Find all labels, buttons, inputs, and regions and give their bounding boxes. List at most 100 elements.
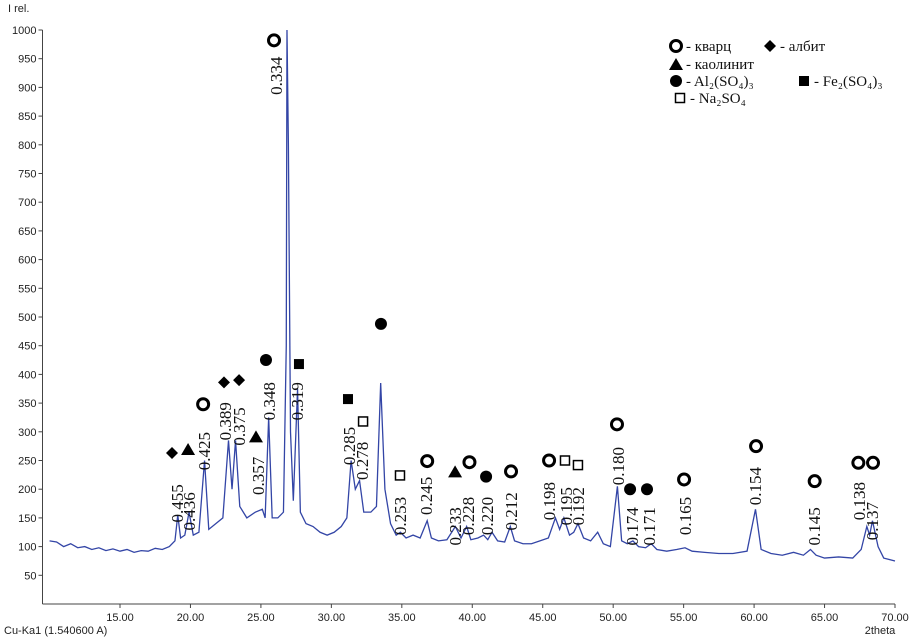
marker-circle — [670, 75, 682, 87]
y-tick-label: 300 — [18, 427, 36, 439]
x-tick-label: 50.00 — [599, 612, 627, 624]
marker-circle — [641, 483, 653, 496]
marker-ring — [267, 33, 282, 48]
marker-ring — [542, 453, 557, 468]
peak-label: 0.138 — [850, 482, 869, 520]
marker-ring — [669, 39, 683, 53]
peak-label: 0.154 — [746, 467, 765, 506]
y-axis-label: I rel. — [8, 3, 29, 15]
x-tick-label: 60.00 — [740, 612, 768, 624]
marker-open-square — [357, 416, 369, 427]
marker-ring — [807, 474, 822, 489]
x-tick-label: 15.00 — [106, 612, 134, 624]
marker-circle — [624, 483, 637, 496]
y-tick-label: 1000 — [12, 25, 36, 37]
y-tick-label: 700 — [18, 197, 36, 209]
data-line — [49, 29, 896, 562]
y-tick-label: 50 — [24, 570, 36, 582]
marker-open-square — [394, 470, 406, 481]
x-tick-label: 35.00 — [388, 612, 416, 624]
x-tick-label: 70.00 — [881, 612, 909, 624]
y-tick-label: 550 — [18, 283, 36, 295]
marker-ring — [504, 464, 519, 479]
y-tick-label: 900 — [18, 82, 36, 94]
peak-label: 0.285 — [340, 427, 359, 465]
y-tick-label: 500 — [18, 312, 36, 324]
peak-label: 0.171 — [640, 507, 659, 545]
peak-label: 0.436 — [180, 492, 199, 530]
y-tick-label: 400 — [18, 369, 36, 381]
marker-circle — [259, 354, 272, 367]
marker-ring — [851, 455, 866, 470]
y-tick-label: 350 — [18, 398, 36, 410]
peak-label: 0.165 — [676, 497, 695, 535]
y-tick-label: 600 — [18, 255, 36, 267]
marker-ring — [462, 455, 477, 470]
y-tick-label: 850 — [18, 111, 36, 123]
marker-square — [293, 359, 304, 370]
marker-diamond — [165, 447, 178, 460]
peak-label: 0.192 — [569, 487, 588, 525]
y-tick-label: 250 — [18, 456, 36, 468]
peak-label: 0.245 — [417, 477, 436, 515]
peak-label: 0.220 — [478, 497, 497, 535]
x-tick-label: 45.00 — [529, 612, 557, 624]
marker-open-square — [572, 459, 584, 471]
peak-label: 0.195 — [557, 487, 576, 525]
x-tick-label: 65.00 — [811, 612, 839, 624]
peak-label: 0.455 — [168, 484, 187, 522]
x-tick-label: 20.00 — [177, 612, 205, 624]
legend-label: - каолинит — [686, 57, 754, 73]
marker-ring — [677, 472, 692, 487]
marker-ring — [866, 455, 881, 470]
marker-triangle — [448, 465, 463, 478]
y-tick-label: 650 — [18, 226, 36, 238]
marker-diamond — [764, 40, 776, 52]
x-tick-label: 40.00 — [459, 612, 487, 624]
x-tick-label: 55.00 — [670, 612, 698, 624]
marker-circle — [374, 317, 387, 330]
marker-circle — [480, 470, 493, 483]
marker-triangle — [669, 58, 683, 70]
marker-diamond — [217, 376, 230, 389]
marker-square — [342, 394, 353, 405]
peak-label: 0.228 — [459, 497, 478, 535]
marker-ring — [196, 397, 211, 412]
peak-label: 0.425 — [195, 432, 214, 470]
peak-label: 0.174 — [623, 507, 642, 546]
marker-open-square — [559, 455, 571, 466]
y-tick-label: 150 — [18, 513, 36, 525]
marker-triangle — [181, 443, 196, 456]
y-tick-label: 100 — [18, 542, 36, 554]
y-tick-label: 950 — [18, 54, 36, 66]
peak-label: 0.357 — [249, 456, 268, 495]
x-tick-label: 25.00 — [247, 612, 275, 624]
marker-ring — [609, 417, 624, 432]
peak-label: 0.375 — [230, 407, 249, 445]
peak-label: 0.389 — [216, 402, 235, 440]
y-tick-label: 750 — [18, 169, 36, 181]
peak-label: 0.319 — [288, 382, 307, 420]
marker-ring — [749, 439, 764, 454]
x-tick-label: 30.00 — [318, 612, 346, 624]
legend-label: - кварц — [686, 39, 731, 55]
marker-square — [799, 76, 809, 86]
peak-label: 0.137 — [863, 502, 882, 541]
peak-label: 0.145 — [805, 507, 824, 545]
legend-label: - албит — [780, 39, 826, 55]
peak-label: 0.233 — [446, 507, 465, 545]
marker-open-square — [674, 92, 686, 104]
peak-label: 0.198 — [540, 482, 559, 520]
y-tick-label: 450 — [18, 341, 36, 353]
peak-label: 0.348 — [260, 382, 279, 420]
x-axis-label: 2theta — [865, 625, 896, 637]
y-tick-label: 800 — [18, 140, 36, 152]
peak-label: 0.334 — [267, 56, 286, 95]
peak-label: 0.180 — [609, 447, 628, 485]
legend-label: - Al₂(SO₄)₃ — [686, 74, 754, 90]
peak-label: 0.278 — [353, 442, 372, 480]
source-label: Cu-Ka1 (1.540600 A) — [4, 625, 107, 637]
legend-label: - Na₂SO₄ — [690, 91, 746, 107]
legend-label: - Fe₂(SO₄)₃ — [814, 74, 883, 90]
